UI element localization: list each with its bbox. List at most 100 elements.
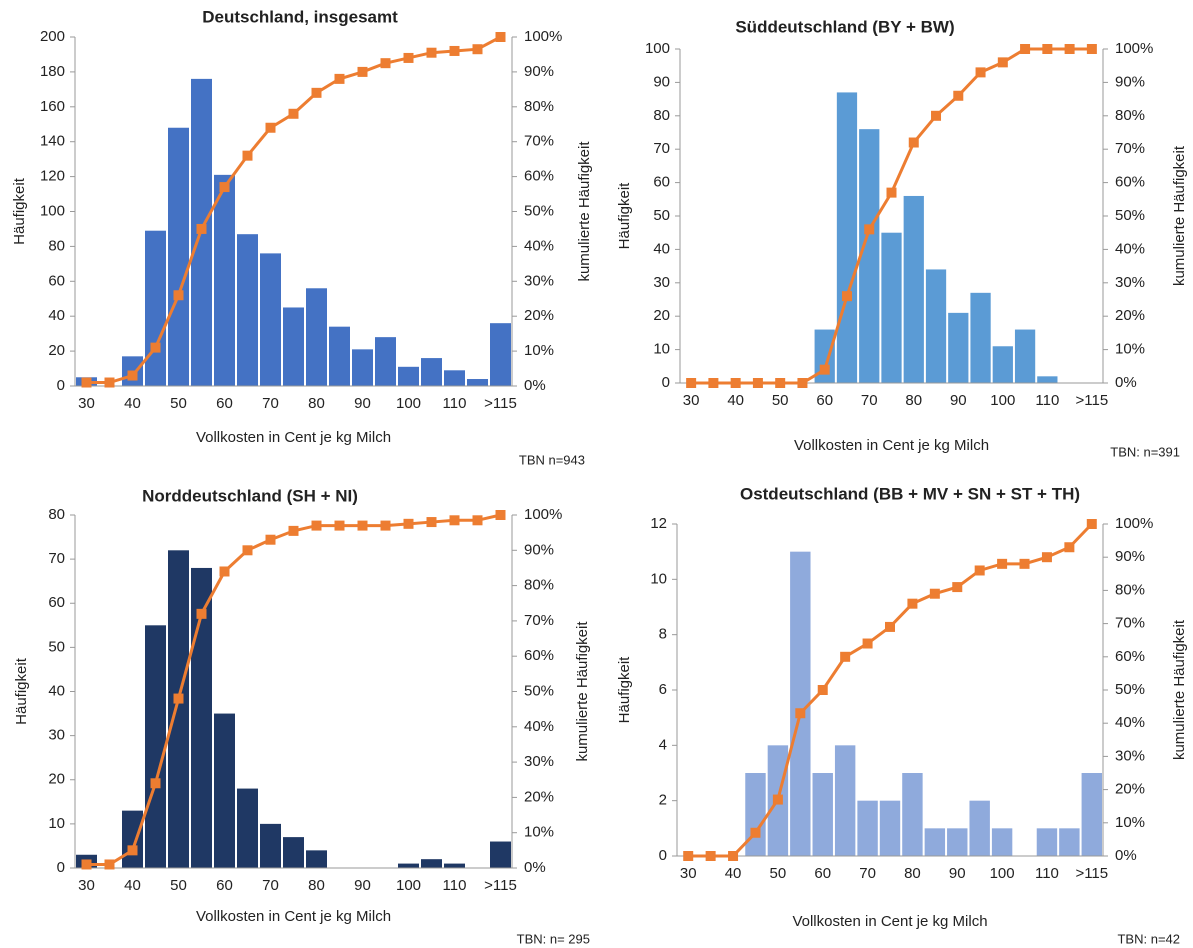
- y2-tick-label: 70%: [524, 133, 554, 150]
- line-marker: [403, 52, 414, 63]
- line-marker: [357, 66, 368, 77]
- line-marker: [975, 67, 986, 78]
- y-tick-label: 40: [653, 240, 670, 257]
- x-tick-label: 30: [683, 392, 700, 409]
- bar: [1037, 376, 1058, 383]
- line-marker: [127, 370, 138, 381]
- y-tick-label: 10: [653, 341, 670, 358]
- bar: [1081, 773, 1102, 856]
- x-tick-label: 70: [262, 877, 279, 894]
- y2-tick-label: 30%: [524, 272, 554, 289]
- x-tick-label: 30: [680, 865, 697, 882]
- y2-tick-label: 20%: [1115, 307, 1145, 324]
- line-marker: [150, 342, 161, 353]
- x-tick-label: 80: [308, 395, 325, 412]
- y2-tick-label: 60%: [1115, 174, 1145, 191]
- bar: [352, 349, 373, 386]
- y2-tick-label: 30%: [1115, 747, 1145, 764]
- note: TBN: n=391: [1110, 444, 1180, 459]
- y2-axis-label: kumulierte Häufigkeit: [1171, 145, 1188, 286]
- bar: [812, 773, 833, 856]
- bar: [834, 745, 856, 856]
- bar: [444, 370, 465, 386]
- note: TBN n=943: [519, 452, 585, 467]
- y-tick-label: 100: [40, 202, 65, 219]
- line-marker: [953, 90, 964, 101]
- y-tick-label: 180: [40, 63, 65, 80]
- bar: [490, 841, 511, 868]
- bar: [1014, 329, 1036, 383]
- y2-tick-label: 20%: [524, 788, 554, 805]
- y2-tick-label: 40%: [1115, 714, 1145, 731]
- bar: [948, 312, 969, 383]
- y-tick-label: 80: [48, 237, 65, 254]
- line-marker: [104, 377, 115, 388]
- x-tick-label: 110: [1035, 392, 1059, 409]
- y2-tick-label: 60%: [1115, 648, 1145, 665]
- y2-tick-label: 0%: [524, 377, 546, 394]
- bar: [283, 837, 304, 868]
- y2-tick-label: 100%: [1115, 515, 1153, 532]
- bar: [903, 195, 924, 383]
- x-tick-label: 100: [396, 877, 421, 894]
- x-tick-label: 40: [725, 865, 742, 882]
- x-axis-label: Vollkosten in Cent je kg Milch: [196, 429, 391, 446]
- bar: [168, 127, 189, 387]
- y-tick-label: 60: [653, 174, 670, 191]
- y2-tick-label: 0%: [1115, 374, 1137, 391]
- bar: [467, 379, 488, 386]
- line-marker: [81, 859, 92, 870]
- line-marker: [265, 122, 276, 133]
- y2-tick-label: 100%: [1115, 40, 1153, 57]
- line-marker: [683, 851, 694, 861]
- y-tick-label: 100: [645, 40, 670, 57]
- y-tick-label: 0: [57, 859, 65, 876]
- x-tick-label: >115: [1075, 865, 1108, 882]
- y2-axis-label: kumulierte Häufigkeit: [574, 621, 591, 762]
- line-marker: [840, 651, 851, 662]
- x-tick-label: 110: [443, 877, 467, 894]
- y2-tick-label: 30%: [524, 753, 554, 770]
- line-marker: [1042, 44, 1053, 54]
- y-tick-label: 4: [659, 736, 667, 753]
- bar: [814, 329, 835, 383]
- line-marker: [357, 520, 368, 531]
- y-tick-label: 50: [653, 207, 670, 224]
- bar: [992, 346, 1013, 383]
- y2-tick-label: 50%: [1115, 207, 1145, 224]
- x-tick-label: 60: [216, 395, 233, 412]
- y2-tick-label: 100%: [524, 28, 562, 45]
- bar: [790, 551, 811, 856]
- y-tick-label: 60: [48, 272, 65, 289]
- line-marker: [886, 187, 897, 198]
- line-marker: [495, 510, 506, 520]
- y2-tick-label: 90%: [1115, 548, 1145, 565]
- y2-tick-label: 80%: [524, 577, 554, 594]
- x-tick-label: >115: [1076, 392, 1109, 409]
- line-marker: [795, 708, 806, 719]
- y-axis-label: Häufigkeit: [616, 656, 633, 724]
- y-tick-label: 20: [48, 771, 65, 788]
- x-tick-label: 90: [354, 877, 371, 894]
- line-marker: [311, 87, 322, 98]
- x-tick-label: 60: [216, 877, 233, 894]
- y2-tick-label: 50%: [1115, 681, 1145, 698]
- y2-tick-label: 60%: [524, 647, 554, 664]
- bar: [924, 828, 946, 856]
- line-marker: [997, 57, 1008, 68]
- line-marker: [449, 515, 460, 526]
- bar: [1059, 828, 1080, 856]
- y2-tick-label: 30%: [1115, 274, 1145, 291]
- line-marker: [242, 150, 253, 161]
- x-tick-label: 90: [354, 395, 371, 412]
- y2-tick-label: 40%: [524, 237, 554, 254]
- x-tick-label: 50: [770, 865, 787, 882]
- y-tick-label: 140: [40, 133, 65, 150]
- line-marker: [426, 517, 437, 528]
- line-marker: [1041, 552, 1052, 563]
- note: TBN: n=42: [1117, 931, 1180, 946]
- x-tick-label: 70: [861, 392, 878, 409]
- line-marker: [728, 851, 739, 861]
- x-axis-label: Vollkosten in Cent je kg Milch: [794, 437, 989, 454]
- y2-tick-label: 10%: [524, 824, 554, 841]
